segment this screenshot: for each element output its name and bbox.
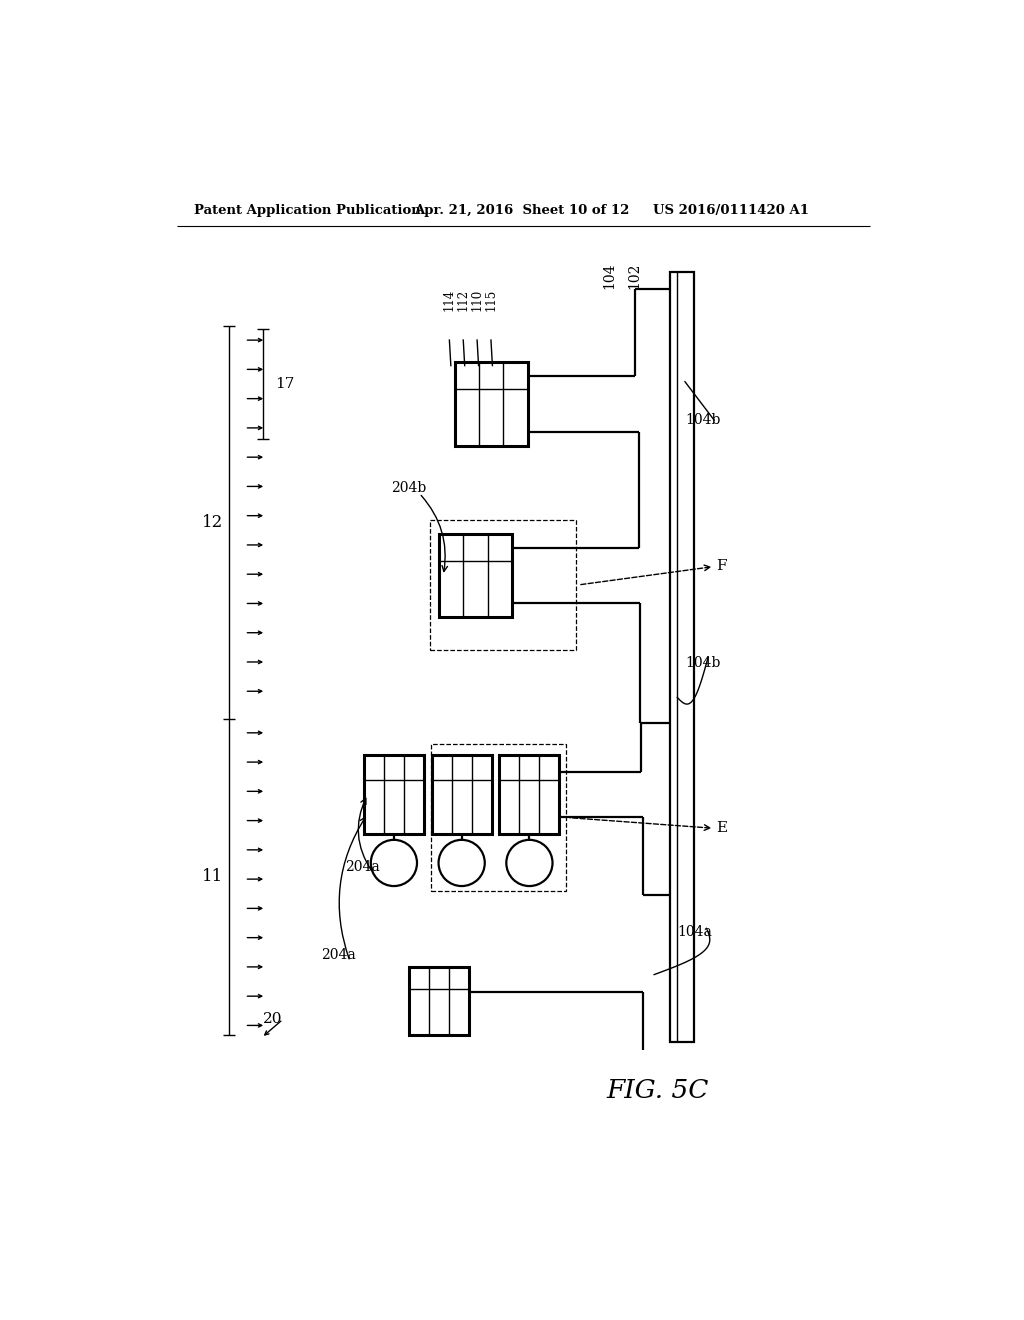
Text: Apr. 21, 2016  Sheet 10 of 12: Apr. 21, 2016 Sheet 10 of 12	[414, 205, 630, 218]
Bar	[670, 272, 694, 1043]
Bar	[500, 755, 559, 834]
Circle shape	[438, 840, 484, 886]
Bar	[455, 363, 528, 446]
Text: 204a: 204a	[322, 948, 356, 962]
Text: 12: 12	[202, 513, 223, 531]
Text: Patent Application Publication: Patent Application Publication	[194, 205, 421, 218]
Text: 204a: 204a	[345, 859, 379, 874]
Text: 110: 110	[471, 289, 483, 312]
Text: 17: 17	[275, 378, 295, 392]
Bar	[364, 755, 424, 834]
Text: 104: 104	[602, 263, 616, 289]
Text: F: F	[716, 560, 726, 573]
Text: 114: 114	[442, 289, 456, 312]
Bar	[432, 755, 492, 834]
Text: 104b: 104b	[685, 656, 720, 669]
Text: 112: 112	[457, 289, 470, 312]
Text: FIG. 5C: FIG. 5C	[606, 1077, 709, 1102]
Bar	[439, 535, 512, 618]
Text: 104a: 104a	[677, 925, 712, 940]
Bar	[431, 743, 565, 891]
Bar	[409, 966, 469, 1035]
Text: 115: 115	[484, 289, 498, 312]
Text: 204b: 204b	[391, 480, 426, 495]
Text: 20: 20	[263, 1012, 283, 1026]
Text: 102: 102	[628, 263, 641, 289]
Circle shape	[371, 840, 417, 886]
Text: 11: 11	[202, 869, 223, 886]
Circle shape	[506, 840, 553, 886]
Text: 104b: 104b	[685, 413, 720, 428]
Text: E: E	[716, 821, 727, 836]
Bar	[430, 520, 577, 649]
Text: US 2016/0111420 A1: US 2016/0111420 A1	[652, 205, 809, 218]
